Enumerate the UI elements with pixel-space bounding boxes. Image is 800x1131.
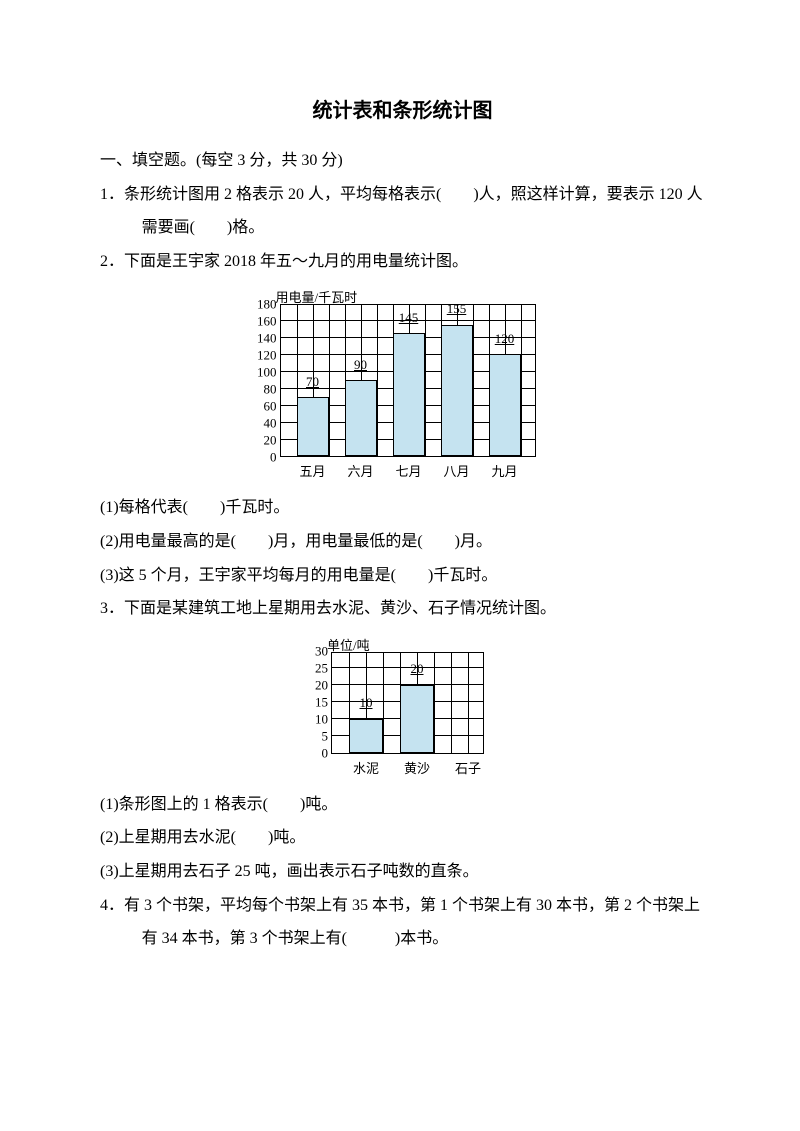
x-tick-label: 五月	[299, 456, 325, 485]
bar	[345, 380, 377, 457]
x-tick-label: 八月	[443, 456, 469, 485]
bar-value-label: 10	[360, 689, 373, 716]
chart-grid: 02040608010012014016018070五月90六月145七月155…	[280, 304, 536, 457]
question-2-1: (1)每格代表( )千瓦时。	[100, 491, 705, 525]
question-2-2: (2)用电量最高的是( )月，用电量最低的是( )月。	[100, 525, 705, 559]
gridline	[332, 667, 483, 668]
page-title: 统计表和条形统计图	[100, 90, 705, 132]
bar-value-label: 120	[495, 325, 515, 352]
x-tick-label: 石子	[455, 753, 481, 782]
x-tick-label: 水泥	[353, 753, 379, 782]
materials-bar-chart: 单位/吨05101520253010水泥20黄沙石子	[301, 632, 504, 782]
question-3-intro: 3．下面是某建筑工地上星期用去水泥、黄沙、石子情况统计图。	[100, 592, 705, 626]
gridline	[521, 305, 522, 456]
y-tick-label: 180	[257, 291, 281, 318]
question-4: 4．有 3 个书架，平均每个书架上有 35 本书，第 1 个书架上有 30 本书…	[100, 889, 705, 956]
bar	[393, 333, 425, 456]
bar-value-label: 145	[399, 304, 419, 331]
gridline	[377, 305, 378, 456]
bar	[489, 354, 521, 456]
gridline	[473, 305, 474, 456]
section-heading: 一、填空题。(每空 3 分，共 30 分)	[100, 144, 705, 178]
x-tick-label: 六月	[347, 456, 373, 485]
chart-1-wrapper: 用电量/千瓦时02040608010012014016018070五月90六月1…	[100, 284, 705, 485]
y-tick-label: 30	[315, 638, 332, 665]
x-tick-label: 九月	[491, 456, 517, 485]
question-2-intro: 2．下面是王宇家 2018 年五～九月的用电量统计图。	[100, 245, 705, 279]
bar-value-label: 155	[447, 295, 467, 322]
bar-value-label: 90	[354, 351, 367, 378]
bar	[349, 719, 383, 753]
gridline	[451, 653, 452, 753]
question-3-1: (1)条形图上的 1 格表示( )吨。	[100, 788, 705, 822]
bar	[297, 397, 329, 457]
question-3-3: (3)上星期用去石子 25 吨，画出表示石子吨数的直条。	[100, 855, 705, 889]
question-3-2: (2)上星期用去水泥( )吨。	[100, 821, 705, 855]
question-2-3: (3)这 5 个月，王宇家平均每月的用电量是( )千瓦时。	[100, 559, 705, 593]
worksheet-page: 统计表和条形统计图 一、填空题。(每空 3 分，共 30 分) 1．条形统计图用…	[0, 0, 800, 996]
x-tick-label: 七月	[395, 456, 421, 485]
question-1: 1．条形统计图用 2 格表示 20 人，平均每格表示( )人，照这样计算，要表示…	[100, 178, 705, 245]
chart-2-wrapper: 单位/吨05101520253010水泥20黄沙石子	[100, 632, 705, 782]
gridline	[434, 653, 435, 753]
gridline	[329, 305, 330, 456]
gridline	[468, 653, 469, 753]
x-tick-label: 黄沙	[404, 753, 430, 782]
electricity-bar-chart: 用电量/千瓦时02040608010012014016018070五月90六月1…	[250, 284, 556, 485]
bar	[400, 685, 434, 753]
bar	[441, 325, 473, 457]
gridline	[383, 653, 384, 753]
bar-value-label: 20	[411, 655, 424, 682]
gridline	[425, 305, 426, 456]
bar-value-label: 70	[306, 368, 319, 395]
chart-grid: 05101520253010水泥20黄沙石子	[331, 652, 484, 754]
